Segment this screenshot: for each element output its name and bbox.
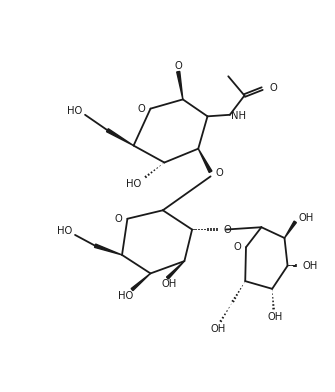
Text: OH: OH — [161, 279, 177, 289]
Text: OH: OH — [268, 312, 283, 321]
Text: O: O — [269, 83, 277, 93]
Polygon shape — [177, 71, 183, 100]
Polygon shape — [94, 244, 122, 255]
Polygon shape — [198, 149, 212, 172]
Text: OH: OH — [211, 324, 226, 334]
Text: HO: HO — [126, 179, 141, 189]
Text: O: O — [224, 225, 231, 234]
Text: NH: NH — [231, 111, 246, 121]
Text: OH: OH — [298, 213, 314, 223]
Polygon shape — [284, 221, 296, 238]
Text: O: O — [174, 60, 182, 71]
Polygon shape — [166, 261, 184, 279]
Text: O: O — [114, 214, 122, 224]
Polygon shape — [107, 129, 134, 145]
Text: O: O — [233, 242, 242, 252]
Polygon shape — [131, 274, 150, 290]
Text: OH: OH — [303, 261, 318, 271]
Text: HO: HO — [118, 291, 133, 301]
Text: HO: HO — [67, 106, 82, 116]
Text: HO: HO — [57, 226, 72, 236]
Text: O: O — [216, 168, 224, 178]
Text: O: O — [137, 103, 145, 114]
